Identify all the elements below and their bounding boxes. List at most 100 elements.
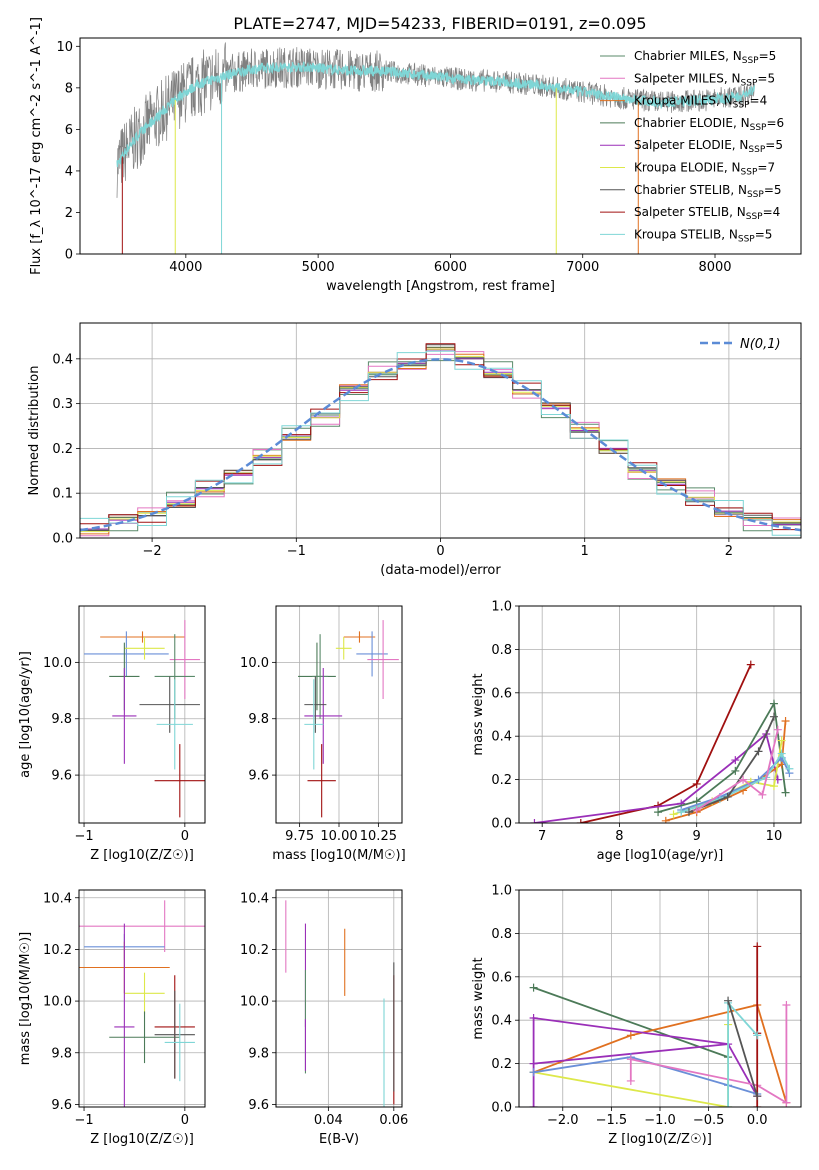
- legend-count: =6: [766, 116, 784, 130]
- legend-count: =4: [750, 94, 768, 108]
- y-tick-label: 10.0: [240, 995, 269, 1010]
- weight-line: [688, 716, 775, 813]
- y-axis-label: mass weight: [471, 673, 486, 755]
- x-tick-label: −2.0: [547, 1113, 579, 1128]
- x-axis-label: Z [log10(Z/Z☉)]: [90, 1132, 194, 1147]
- x-tick-label: 7: [538, 829, 546, 844]
- y-tick-label: 1.0: [491, 884, 512, 899]
- legend-subscript: SSP: [742, 56, 759, 66]
- x-axis-label: Z [log10(Z/Z☉)]: [608, 1132, 712, 1147]
- legend-label: Salpeter ELODIE, NSSP=5: [634, 138, 783, 155]
- weight-marker: [769, 782, 778, 791]
- y-tick-label: 6: [65, 123, 73, 138]
- plot-area: [529, 942, 791, 1107]
- age-vs-mass-axes: 9.75 10.00 10.25 9.6 9.8 10.0 mass [log10(M/M☉…: [240, 605, 406, 863]
- x-axis-label: E(B-V): [319, 1132, 359, 1147]
- weight-marker: [769, 699, 778, 708]
- weight-marker: [626, 1076, 635, 1085]
- mass-vs-metallicity-axes: −1 0 9.6 9.8 10.0 10.2 10.4 Z [log10(Z/Z☉)] mass…: [18, 889, 206, 1147]
- y-tick-label: 4: [65, 164, 73, 179]
- weight-marker: [746, 660, 755, 669]
- x-tick-label: 7000: [566, 260, 599, 275]
- x-tick-label: 8: [615, 829, 623, 844]
- y-tick-label: 10.0: [240, 656, 269, 671]
- legend-count: =5: [757, 71, 775, 85]
- y-tick-label: 0.1: [52, 487, 73, 502]
- weight-marker: [530, 819, 539, 823]
- x-tick-label: 9: [693, 829, 701, 844]
- axes-frame: [518, 605, 802, 824]
- weight-marker: [739, 775, 748, 784]
- x-tick-label: 10.00: [320, 829, 357, 844]
- y-tick-label: 9.8: [51, 712, 72, 727]
- legend-subscript: SSP: [748, 145, 765, 155]
- weight-marker: [661, 816, 670, 823]
- axes-frame: [275, 889, 403, 1108]
- legend-subscript: SSP: [738, 234, 755, 244]
- weight-marker: [781, 788, 790, 797]
- weight-line: [580, 664, 752, 823]
- x-tick-label: −0.5: [693, 1113, 725, 1128]
- legend-label: Chabrier ELODIE, NSSP=6: [634, 116, 784, 133]
- weight-marker: [781, 717, 790, 726]
- x-tick-label: 2: [725, 544, 733, 559]
- plot-area: [84, 620, 205, 818]
- weight-marker: [777, 736, 786, 745]
- legend-normal-label: N(0,1): [740, 337, 781, 352]
- weight-marker: [626, 1055, 635, 1064]
- y-tick-label: 10.0: [43, 995, 72, 1010]
- y-axis-label: mass weight: [471, 957, 486, 1039]
- y-axis-label: Normed distribution: [27, 366, 42, 496]
- y-tick-label: 0.6: [491, 686, 512, 701]
- x-tick-label: 8000: [698, 260, 731, 275]
- weight-marker: [753, 1092, 762, 1101]
- histogram-step: [80, 343, 801, 531]
- weight-marker: [769, 712, 778, 721]
- y-tick-label: 10.4: [43, 891, 72, 906]
- y-tick-label: 9.6: [51, 1098, 72, 1113]
- y-tick-label: 9.6: [248, 1098, 269, 1113]
- y-tick-label: 0.4: [52, 352, 73, 367]
- x-tick-label: 0.0: [747, 1113, 768, 1128]
- histogram-step: [80, 344, 801, 531]
- legend-count: =4: [763, 205, 781, 219]
- weight-marker: [731, 766, 740, 775]
- weight-marker: [731, 756, 740, 765]
- weight-line: [534, 732, 779, 823]
- legend-count: =5: [759, 49, 777, 63]
- y-tick-label: 0.0: [491, 1101, 512, 1116]
- y-tick-label: 0.2: [491, 1057, 512, 1072]
- weight-marker: [724, 1103, 733, 1107]
- legend-subscript: SSP: [741, 78, 758, 88]
- weight-marker: [777, 749, 786, 758]
- legend-label: Chabrier MILES, NSSP=5: [634, 49, 776, 66]
- weight-marker: [753, 1103, 762, 1107]
- weight-marker: [785, 764, 794, 773]
- x-axis-label: wavelength [Angstrom, rest frame]: [326, 279, 555, 294]
- spectrum-axes: 4000 5000 6000 7000 8000 0 2 4 6 8 10 wavelength [A…: [29, 17, 802, 294]
- plot-area: [530, 660, 794, 823]
- legend-label: Kroupa ELODIE, NSSP=7: [634, 161, 775, 178]
- legend-count: =5: [765, 138, 783, 152]
- x-tick-label: 0.04: [314, 1113, 343, 1128]
- weight-marker: [723, 792, 732, 801]
- plot-area: [80, 343, 801, 537]
- figure-title: PLATE=2747, MJD=54233, FIBERID=0191, z=0…: [233, 14, 646, 33]
- histogram-step: [80, 349, 801, 530]
- weight-marker: [529, 1103, 538, 1107]
- mass-weight-vs-metallicity-axes: −2.0 −1.5 −1.0 −0.5 0.0 0.0 0.2 0.4 0.6 0.8 1.0 Z […: [471, 884, 802, 1147]
- legend-subscript: SSP: [747, 190, 764, 200]
- weight-marker: [754, 747, 763, 756]
- y-tick-label: 9.8: [248, 712, 269, 727]
- weight-marker: [758, 790, 767, 799]
- y-tick-label: 10.0: [43, 656, 72, 671]
- weight-line: [727, 1000, 758, 1107]
- x-tick-label: 0: [181, 829, 189, 844]
- plot-area: [285, 900, 395, 1107]
- y-tick-label: 10: [56, 40, 73, 55]
- weight-marker: [782, 1098, 791, 1107]
- axes-frame: [78, 889, 206, 1108]
- legend-count: =7: [757, 161, 775, 175]
- x-axis-label: mass [log10(M/M☉)]: [272, 848, 405, 863]
- x-tick-label: −1.0: [644, 1113, 676, 1128]
